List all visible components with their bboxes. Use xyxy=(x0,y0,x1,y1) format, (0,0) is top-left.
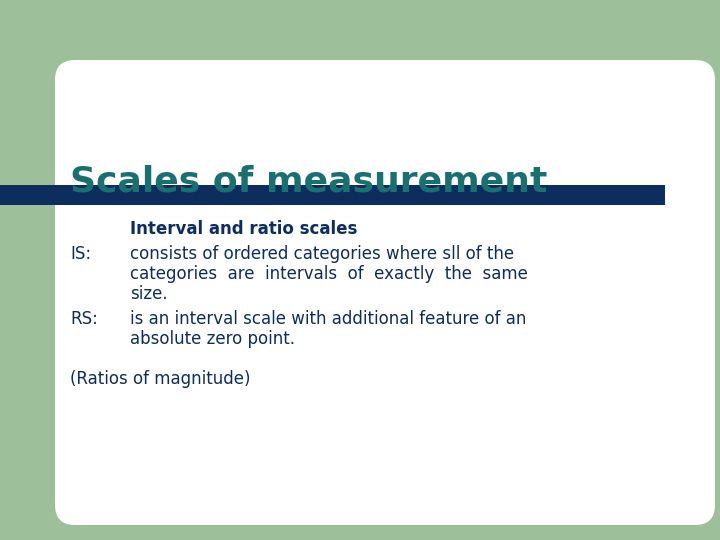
Bar xyxy=(0,185,665,205)
Text: Interval and ratio scales: Interval and ratio scales xyxy=(130,220,357,238)
Text: IS:: IS: xyxy=(70,245,91,263)
Text: consists of ordered categories where sll of the: consists of ordered categories where sll… xyxy=(130,245,514,263)
FancyBboxPatch shape xyxy=(55,60,715,525)
Text: categories  are  intervals  of  exactly  the  same: categories are intervals of exactly the … xyxy=(130,265,528,283)
Text: is an interval scale with additional feature of an: is an interval scale with additional fea… xyxy=(130,310,526,328)
Text: size.: size. xyxy=(130,285,168,303)
Text: absolute zero point.: absolute zero point. xyxy=(130,330,295,348)
Text: (Ratios of magnitude): (Ratios of magnitude) xyxy=(70,370,251,388)
Text: RS:: RS: xyxy=(70,310,98,328)
Text: Scales of measurement: Scales of measurement xyxy=(70,165,547,199)
